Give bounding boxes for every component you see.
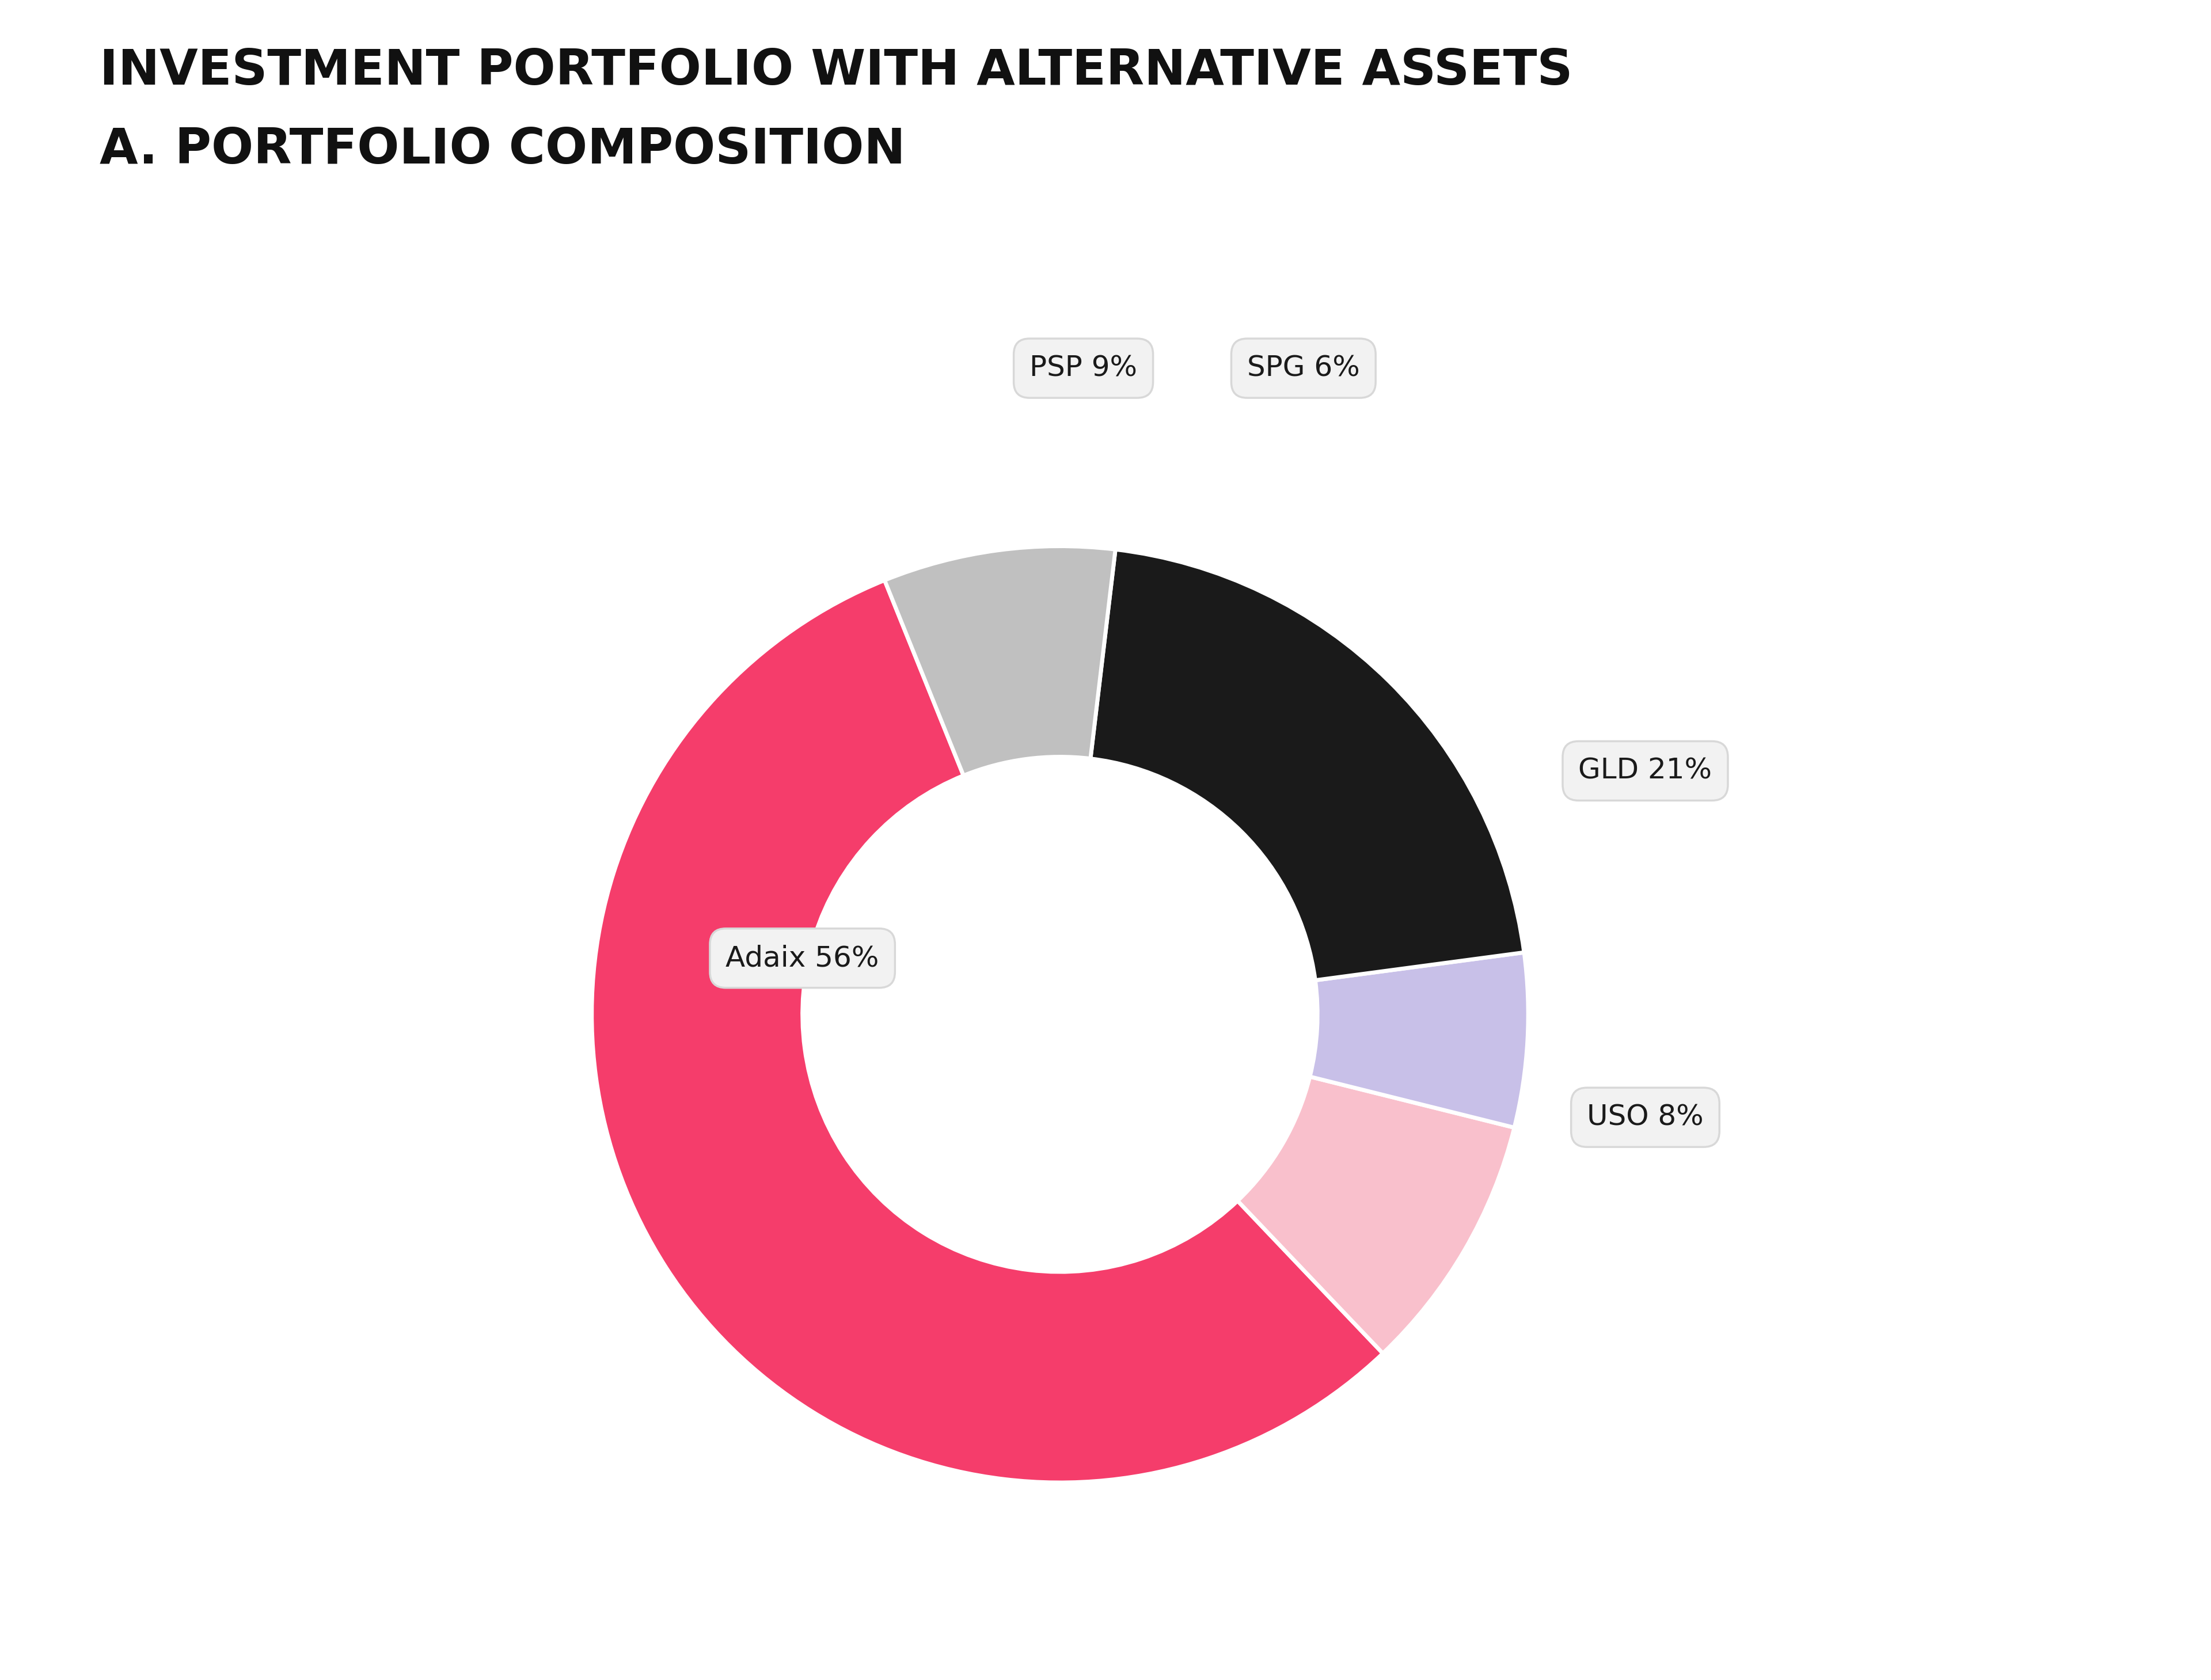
Text: GLD 21%: GLD 21% [1579,758,1711,785]
Wedge shape [1309,953,1528,1127]
Text: SPG 6%: SPG 6% [1247,354,1360,381]
Text: Adaix 56%: Adaix 56% [725,944,880,973]
Wedge shape [1090,549,1523,979]
Text: A. PORTFOLIO COMPOSITION: A. PORTFOLIO COMPOSITION [99,126,904,173]
Text: INVESTMENT PORTFOLIO WITH ALTERNATIVE ASSETS: INVESTMENT PORTFOLIO WITH ALTERNATIVE AS… [99,47,1572,94]
Wedge shape [1238,1077,1515,1354]
Circle shape [803,756,1318,1272]
Wedge shape [884,546,1114,776]
Wedge shape [593,580,1382,1482]
Text: USO 8%: USO 8% [1587,1104,1705,1131]
Text: PSP 9%: PSP 9% [1030,354,1136,381]
